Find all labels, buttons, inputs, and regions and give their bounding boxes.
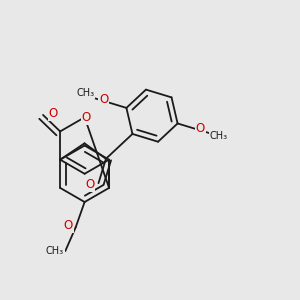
- Text: CH₃: CH₃: [46, 246, 64, 256]
- Text: O: O: [64, 219, 73, 232]
- Text: CH₃: CH₃: [210, 130, 228, 141]
- Text: O: O: [85, 178, 94, 191]
- Text: O: O: [49, 107, 58, 120]
- Text: O: O: [82, 111, 91, 124]
- Text: CH₃: CH₃: [76, 88, 94, 98]
- Text: O: O: [196, 122, 205, 135]
- Text: O: O: [99, 92, 108, 106]
